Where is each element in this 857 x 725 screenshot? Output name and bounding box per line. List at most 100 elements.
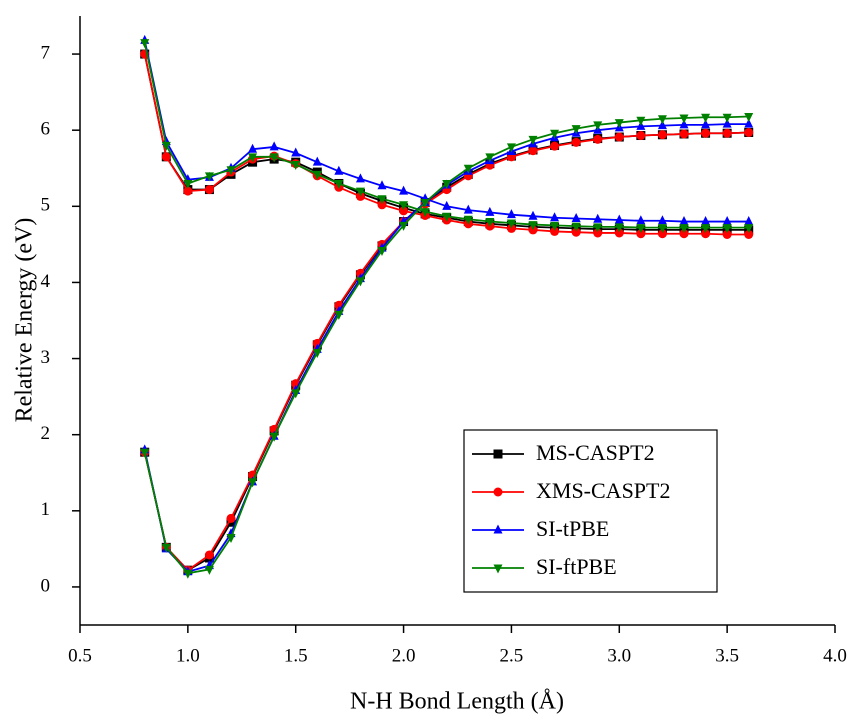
- marker: [679, 229, 689, 239]
- marker: [183, 569, 193, 579]
- marker: [377, 246, 387, 256]
- x-tick-label: 1.0: [176, 645, 200, 666]
- y-tick-label: 6: [41, 119, 51, 140]
- marker: [722, 113, 732, 123]
- marker: [377, 200, 387, 210]
- marker: [226, 166, 236, 176]
- marker: [571, 137, 581, 147]
- marker: [334, 310, 344, 320]
- marker: [183, 186, 193, 196]
- marker: [701, 216, 711, 226]
- y-tick-label: 1: [41, 499, 51, 520]
- marker: [593, 228, 603, 238]
- marker: [248, 153, 258, 163]
- marker: [485, 153, 495, 163]
- marker: [614, 132, 624, 142]
- marker: [269, 432, 279, 442]
- y-tick-label: 2: [41, 423, 51, 444]
- marker: [312, 156, 322, 166]
- marker: [204, 550, 214, 560]
- marker: [463, 215, 473, 225]
- marker: [593, 134, 603, 144]
- marker: [204, 172, 214, 182]
- marker: [334, 179, 344, 189]
- marker: [701, 128, 711, 138]
- marker: [183, 179, 193, 189]
- marker: [744, 118, 754, 128]
- marker: [722, 128, 732, 138]
- marker: [355, 187, 365, 197]
- marker: [140, 39, 150, 49]
- x-tick-label: 3.0: [607, 645, 631, 666]
- marker: [399, 206, 409, 216]
- marker: [355, 173, 365, 183]
- marker: [636, 215, 646, 225]
- marker: [657, 115, 667, 125]
- marker: [571, 222, 581, 232]
- marker: [722, 224, 732, 234]
- marker: [722, 118, 732, 128]
- marker: [420, 208, 430, 218]
- x-tick-label: 4.0: [823, 645, 847, 666]
- marker: [506, 219, 516, 229]
- marker: [442, 179, 452, 189]
- marker: [161, 152, 171, 162]
- marker: [722, 216, 732, 226]
- marker: [550, 141, 560, 151]
- marker: [485, 206, 495, 216]
- marker: [636, 229, 646, 239]
- y-tick-label: 5: [41, 195, 51, 216]
- marker: [614, 119, 624, 129]
- marker: [550, 212, 560, 222]
- legend-marker: [493, 449, 503, 459]
- x-axis-title: N-H Bond Length (Å): [350, 689, 564, 715]
- marker: [657, 120, 667, 130]
- marker: [593, 223, 603, 233]
- y-tick-label: 4: [41, 271, 51, 292]
- marker: [528, 146, 538, 156]
- legend-label: XMS-CASPT2: [536, 478, 670, 503]
- marker: [550, 226, 560, 236]
- marker: [528, 210, 538, 220]
- marker: [550, 129, 560, 139]
- marker: [204, 185, 214, 195]
- marker: [679, 119, 689, 129]
- marker: [679, 114, 689, 124]
- y-tick-label: 3: [41, 347, 51, 368]
- marker: [593, 213, 603, 223]
- marker: [679, 129, 689, 139]
- marker: [399, 185, 409, 195]
- marker: [420, 199, 430, 209]
- marker: [399, 221, 409, 231]
- marker: [614, 223, 624, 233]
- marker: [291, 160, 301, 170]
- marker: [744, 229, 754, 239]
- x-tick-label: 0.5: [68, 645, 92, 666]
- x-tick-label: 2.5: [500, 645, 524, 666]
- marker: [377, 195, 387, 205]
- marker: [377, 180, 387, 190]
- marker: [744, 127, 754, 137]
- marker: [442, 200, 452, 210]
- marker: [636, 116, 646, 126]
- marker: [161, 141, 171, 151]
- marker: [269, 141, 279, 151]
- marker: [744, 224, 754, 234]
- marker: [657, 130, 667, 140]
- marker: [744, 216, 754, 226]
- marker: [722, 229, 732, 239]
- marker: [701, 224, 711, 234]
- marker: [701, 119, 711, 129]
- x-tick-label: 3.5: [715, 645, 739, 666]
- marker: [679, 224, 689, 234]
- marker: [550, 221, 560, 231]
- marker: [679, 216, 689, 226]
- marker: [528, 135, 538, 145]
- marker: [614, 214, 624, 224]
- legend-label: SI-tPBE: [536, 516, 609, 541]
- marker: [204, 565, 214, 575]
- x-tick-label: 2.0: [392, 645, 416, 666]
- marker: [226, 513, 236, 523]
- marker: [463, 164, 473, 174]
- marker: [226, 533, 236, 543]
